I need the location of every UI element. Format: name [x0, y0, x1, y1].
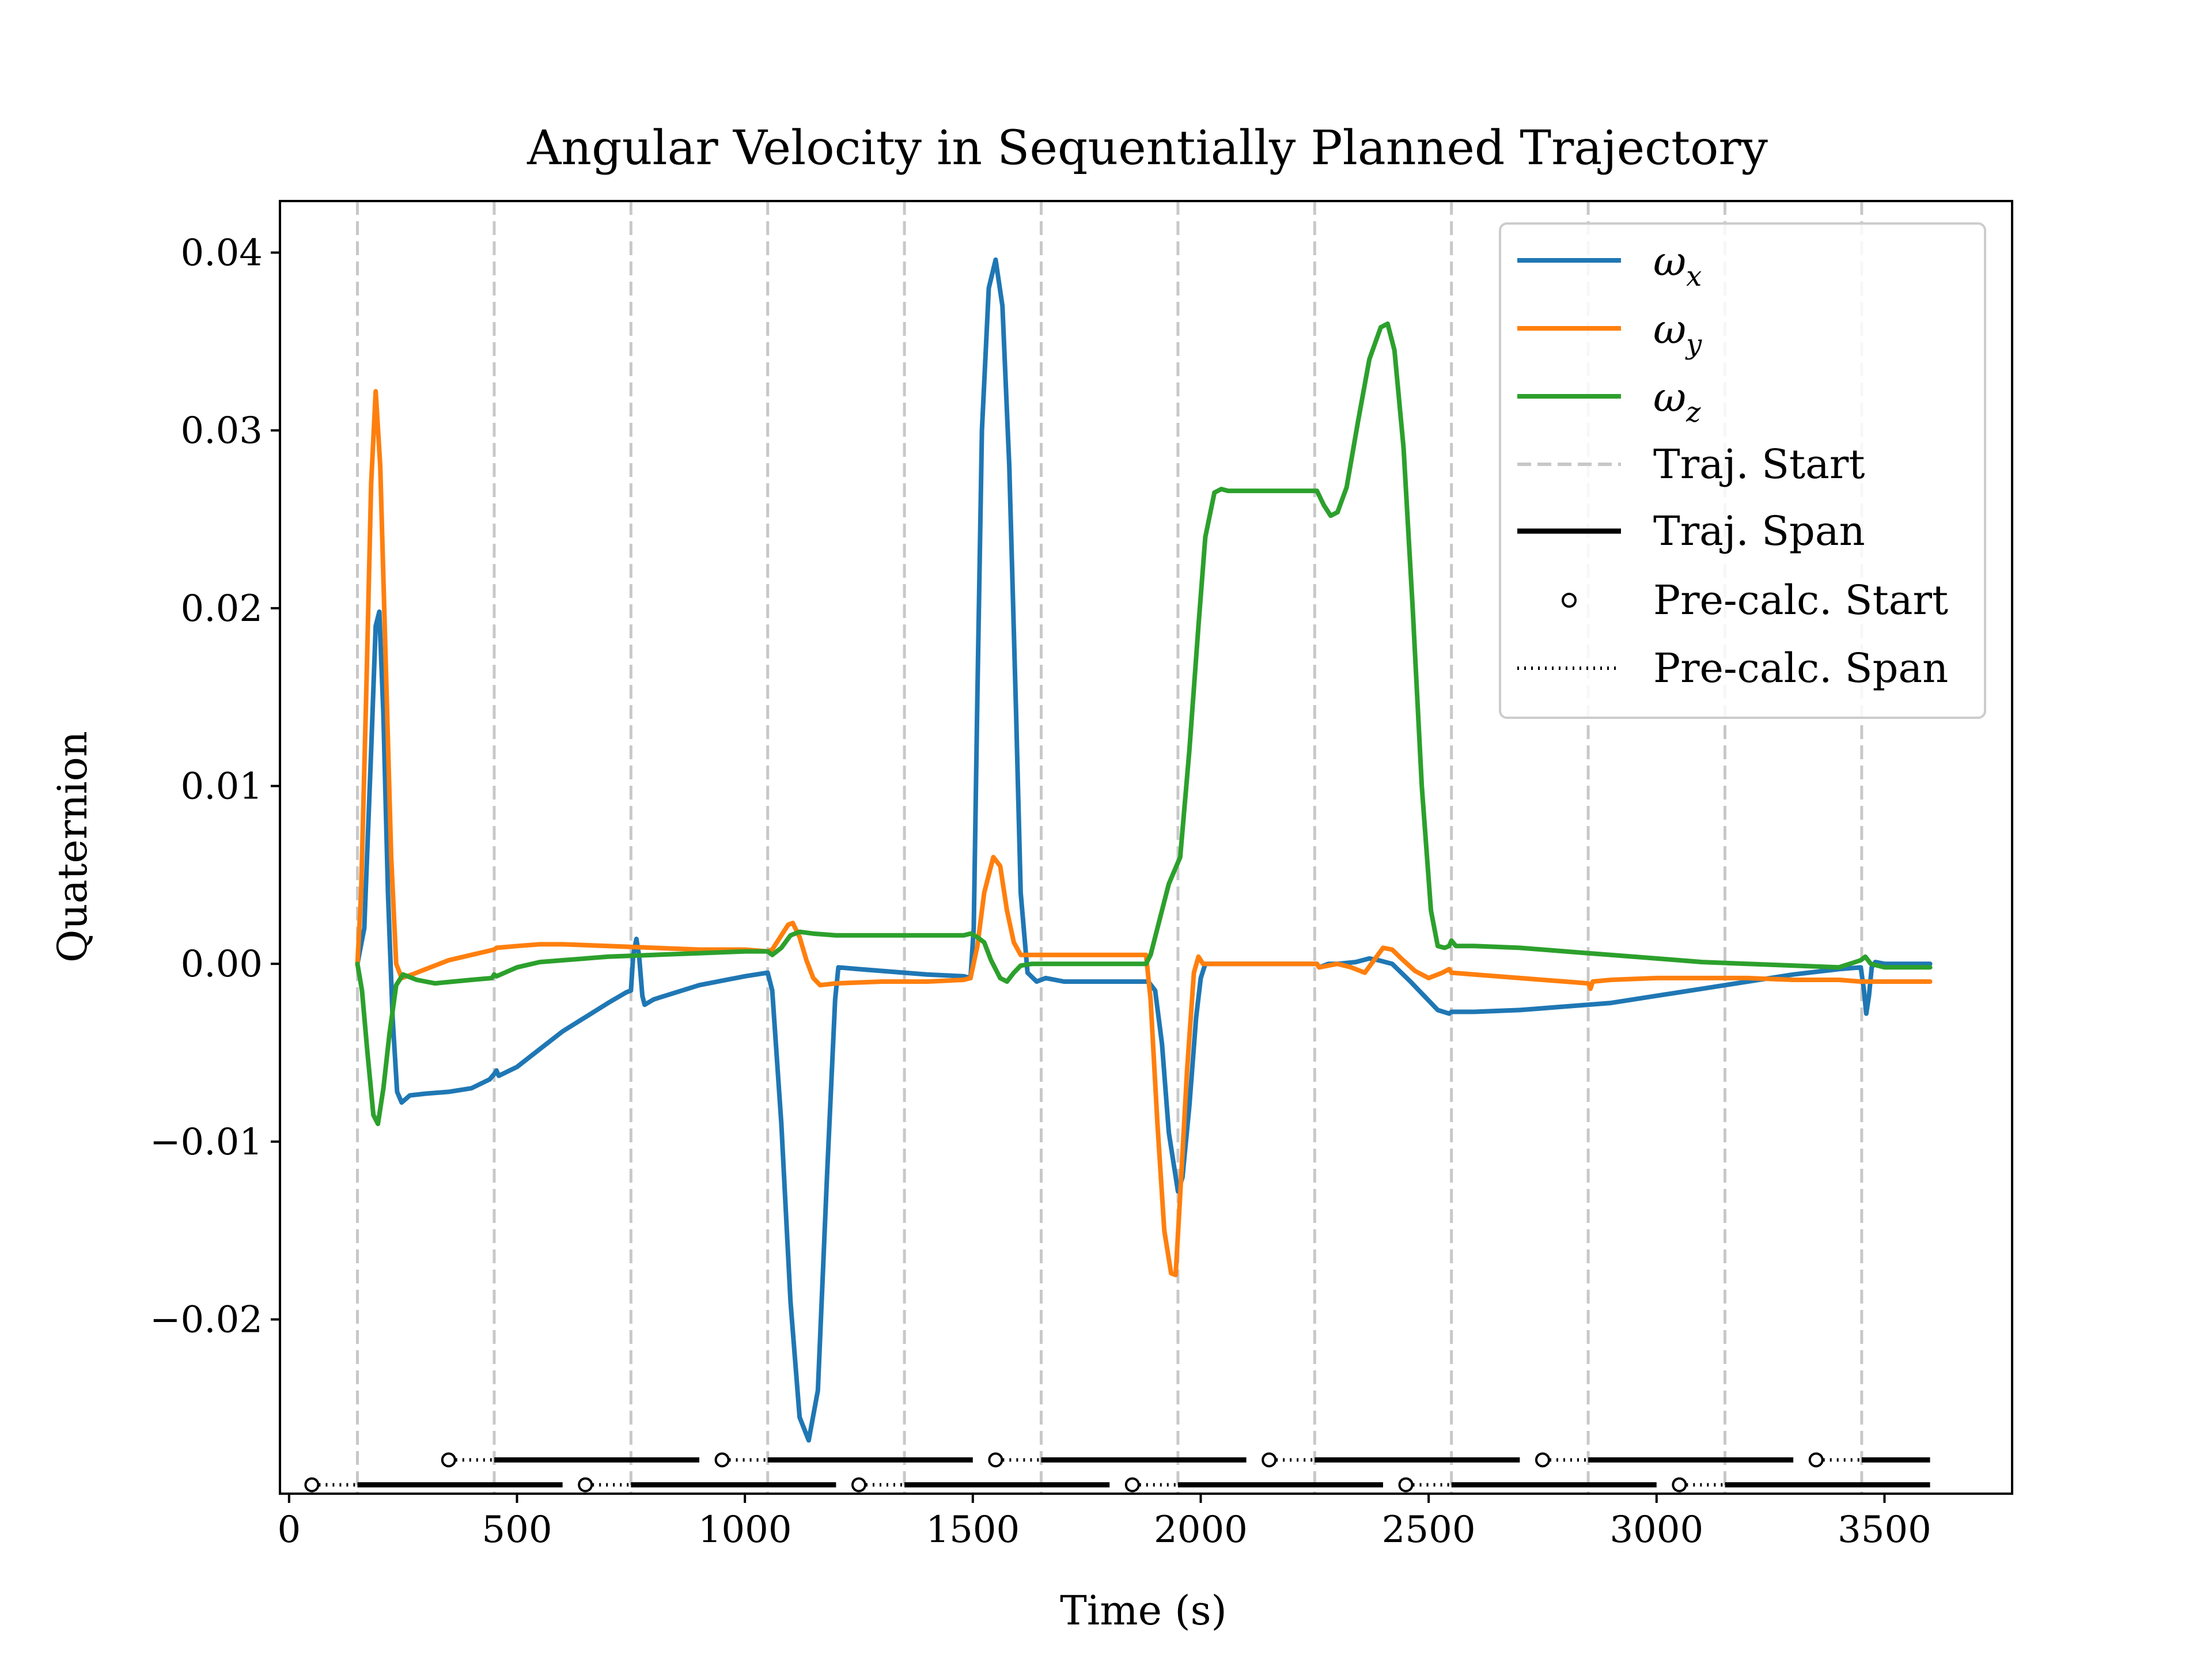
precalc-start-marker	[1672, 1477, 1687, 1493]
y-tick-label: 0.03	[181, 410, 263, 452]
legend-box	[1499, 222, 1986, 719]
x-tick-label: 2500	[1382, 1509, 1476, 1551]
x-axis: 0 500 1000 1500 2000 2500 3000 3500	[277, 1494, 1931, 1551]
precalc-start-marker	[578, 1477, 593, 1493]
y-tick-label: 0.00	[181, 943, 263, 986]
y-tick-label: −0.02	[150, 1299, 263, 1342]
y-tick-label: 0.02	[181, 588, 263, 630]
legend-label-precalc-start: Pre-calc. Start	[1653, 577, 1948, 624]
plot-frame	[279, 200, 2013, 1495]
series-line-omega-z	[355, 321, 1933, 1126]
y-tick-label: 0.04	[181, 232, 263, 275]
legend: ωx ωy ωz Traj. Start Traj. Span Pre-calc…	[1499, 222, 1986, 719]
x-tick-label: 500	[482, 1509, 552, 1551]
precalc-start-marker	[304, 1477, 320, 1493]
precalc-start-marker	[441, 1452, 456, 1468]
y-tick-label: 0.01	[181, 766, 263, 808]
legend-label-traj-span: Traj. Span	[1653, 507, 1865, 555]
y-axis-label: Quaternion	[49, 731, 96, 963]
precalc-start-marker	[1262, 1452, 1277, 1468]
x-tick-label: 0	[277, 1509, 301, 1551]
y-axis: −0.02 −0.01 0.00 0.01 0.02 0.03 0.04	[150, 232, 280, 1342]
precalc-start-marker	[988, 1452, 1003, 1468]
precalc-start-marker	[714, 1452, 730, 1468]
precalc-start-marker	[1535, 1452, 1550, 1468]
chart-title: Angular Velocity in Sequentially Planned…	[527, 121, 1768, 176]
precalc-start-marker	[1808, 1452, 1824, 1468]
trajectory-start-lines	[356, 201, 1863, 1494]
x-axis-label: Time (s)	[1060, 1587, 1227, 1634]
legend-handle-precalc-start	[1562, 593, 1577, 608]
series-lines	[355, 257, 1933, 1443]
x-tick-label: 2000	[1154, 1509, 1248, 1551]
x-tick-label: 1500	[926, 1509, 1020, 1551]
precalc-start-marker	[851, 1477, 866, 1493]
precalc-start-marker	[1124, 1477, 1140, 1493]
legend-label-precalc-span: Pre-calc. Span	[1653, 645, 1948, 692]
trajectory-spans	[304, 1452, 1930, 1493]
legend-label-omega-y: ωy	[1653, 306, 1702, 361]
legend-label-omega-x: ωx	[1653, 238, 1702, 293]
series-line-omega-y	[355, 389, 1933, 1278]
y-tick-label: −0.01	[150, 1121, 263, 1164]
x-tick-label: 3500	[1838, 1509, 1931, 1551]
x-tick-label: 3000	[1609, 1509, 1703, 1551]
plot-area	[304, 201, 1933, 1494]
legend-label-omega-z: ωz	[1653, 374, 1701, 429]
legend-label-traj-start: Traj. Start	[1653, 441, 1865, 488]
series-line-omega-x	[355, 257, 1933, 1443]
precalc-start-marker	[1398, 1477, 1414, 1493]
x-tick-label: 1000	[698, 1509, 792, 1551]
